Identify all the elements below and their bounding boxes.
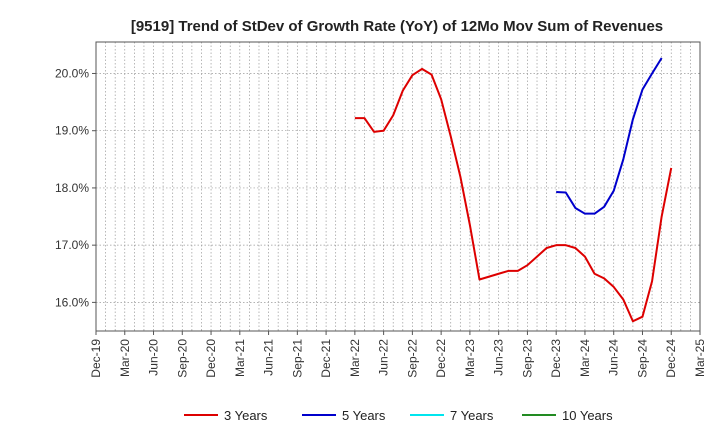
x-tick-label: Sep-23	[520, 339, 534, 378]
x-tick-label: Jun-24	[607, 339, 621, 376]
chart-title: [9519] Trend of StDev of Growth Rate (Yo…	[131, 18, 663, 35]
x-axis: Dec-19 Mar-20 Jun-20 Sep-20 Dec-20 Mar-21 Jun-…	[89, 331, 707, 378]
series-line-5-years	[556, 57, 663, 215]
x-tick-label: Dec-19	[89, 339, 103, 378]
legend: 3 Years 5 Years 7 Years 10 Years	[184, 408, 613, 423]
y-tick-label: 17.0%	[55, 238, 89, 252]
x-tick-label: Mar-25	[693, 339, 707, 377]
series-lines	[354, 57, 673, 323]
x-tick-label: Jun-22	[377, 339, 391, 376]
x-tick-label: Dec-22	[434, 339, 448, 378]
x-tick-label: Sep-20	[175, 339, 189, 378]
y-tick-label: 20.0%	[55, 66, 89, 80]
x-tick-label: Mar-20	[118, 339, 132, 377]
x-tick-label: Mar-21	[233, 339, 247, 377]
legend-label-3-years: 3 Years	[224, 408, 268, 423]
y-axis: 16.0% 17.0% 18.0% 19.0% 20.0%	[55, 66, 96, 309]
x-tick-label: Dec-20	[204, 339, 218, 378]
x-tick-label: Dec-21	[319, 339, 333, 378]
x-tick-label: Sep-21	[290, 339, 304, 378]
y-tick-label: 16.0%	[55, 295, 89, 309]
legend-label-7-years: 7 Years	[450, 408, 494, 423]
x-tick-label: Jun-20	[147, 339, 161, 376]
y-tick-label: 18.0%	[55, 181, 89, 195]
x-tick-label: Mar-23	[463, 339, 477, 377]
x-tick-label: Sep-22	[405, 339, 419, 378]
x-tick-label: Mar-24	[578, 339, 592, 377]
plot-frame	[95, 41, 701, 332]
x-tick-label: Dec-23	[549, 339, 563, 378]
x-tick-label: Sep-24	[635, 339, 649, 378]
grid	[96, 42, 700, 331]
x-tick-label: Jun-21	[262, 339, 276, 376]
legend-label-5-years: 5 Years	[342, 408, 386, 423]
x-tick-label: Mar-22	[348, 339, 362, 377]
legend-label-10-years: 10 Years	[562, 408, 613, 423]
x-tick-label: Jun-23	[492, 339, 506, 376]
series-line-3-years	[354, 67, 673, 323]
y-tick-label: 19.0%	[55, 124, 89, 138]
x-tick-label: Dec-24	[664, 339, 678, 378]
